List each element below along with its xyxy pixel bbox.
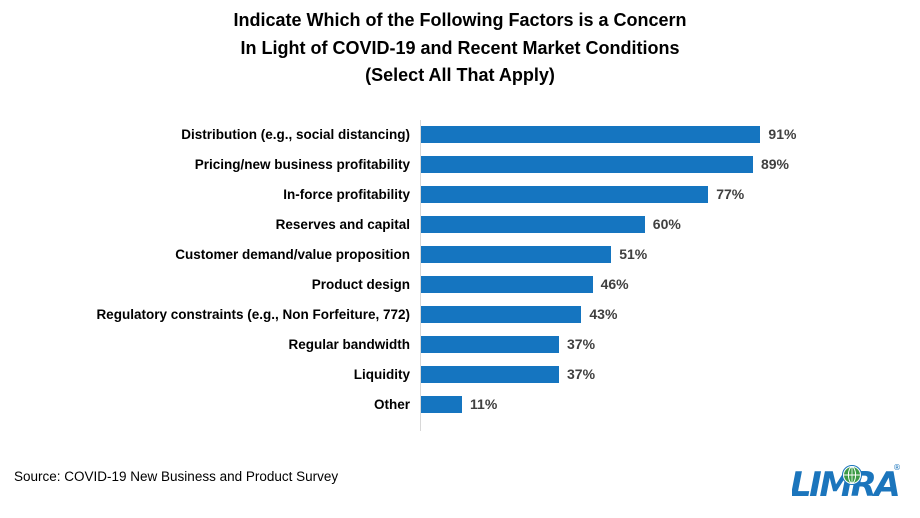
bar [421,125,761,143]
bar-track: 43% [421,299,880,329]
bar [421,155,753,173]
chart-title-line-1: Indicate Which of the Following Factors … [233,10,687,30]
category-label: Other [373,396,410,412]
bar-track: 11% [421,389,880,419]
chart-row: Customer demand/value proposition 51% [0,239,880,269]
chart-title: Indicate Which of the Following Factors … [0,7,920,90]
globe-icon [842,465,862,485]
source-note: Source: COVID-19 New Business and Produc… [14,469,339,484]
bar-track: 91% [421,119,880,149]
chart-row: Other 11% [0,389,880,419]
category-label: In-force profitability [283,186,410,202]
bar [421,275,593,293]
chart-row: Regulatory constraints (e.g., Non Forfei… [0,299,880,329]
category-label: Product design [311,276,410,292]
chart-row: Reserves and capital 60% [0,209,880,239]
chart-row: Pricing/new business profitability 89% [0,149,880,179]
limra-logo: LIMRA ® [792,463,901,505]
bar-track: 77% [421,179,880,209]
value-label: 51% [619,246,648,262]
bar [421,185,709,203]
registered-trademark: ® [893,463,901,472]
bar [421,305,582,323]
bar-track: 51% [421,239,880,269]
chart-row: In-force profitability 77% [0,179,880,209]
category-label: Pricing/new business profitability [194,156,410,172]
chart-row: Regular bandwidth 37% [0,329,880,359]
category-label: Regulatory constraints (e.g., Non Forfei… [96,306,410,322]
bar-chart: Distribution (e.g., social distancing) 91… [0,119,880,419]
bar-track: 46% [421,269,880,299]
value-label: 37% [567,336,596,352]
bar-track: 37% [421,359,880,389]
value-label: 37% [567,366,596,382]
chart-row: Distribution (e.g., social distancing) 91… [0,119,880,149]
category-label: Regular bandwidth [288,336,411,352]
bar-track: 60% [421,209,880,239]
bar-track: 89% [421,149,880,179]
bar [421,365,559,383]
value-label: 77% [716,186,745,202]
bar [421,245,612,263]
value-label: 89% [760,156,789,172]
value-label: 46% [600,276,629,292]
category-label: Customer demand/value proposition [175,246,410,262]
bar [421,395,463,413]
chart-title-line-2: In Light of COVID-19 and Recent Market C… [240,37,680,58]
bar [421,215,645,233]
category-label: Distribution (e.g., social distancing) [181,126,410,142]
chart-row: Product design 46% [0,269,880,299]
chart-row: Liquidity 37% [0,359,880,389]
chart-title-line-3: (Select All That Apply) [365,65,555,85]
value-label: 60% [652,216,681,232]
value-label: 43% [589,306,618,322]
category-label: Reserves and capital [275,216,410,232]
bar-track: 37% [421,329,880,359]
value-label: 11% [470,396,498,412]
category-axis-line [420,120,421,431]
bar [421,335,559,353]
value-label: 91% [768,126,797,142]
category-label: Liquidity [353,366,410,382]
